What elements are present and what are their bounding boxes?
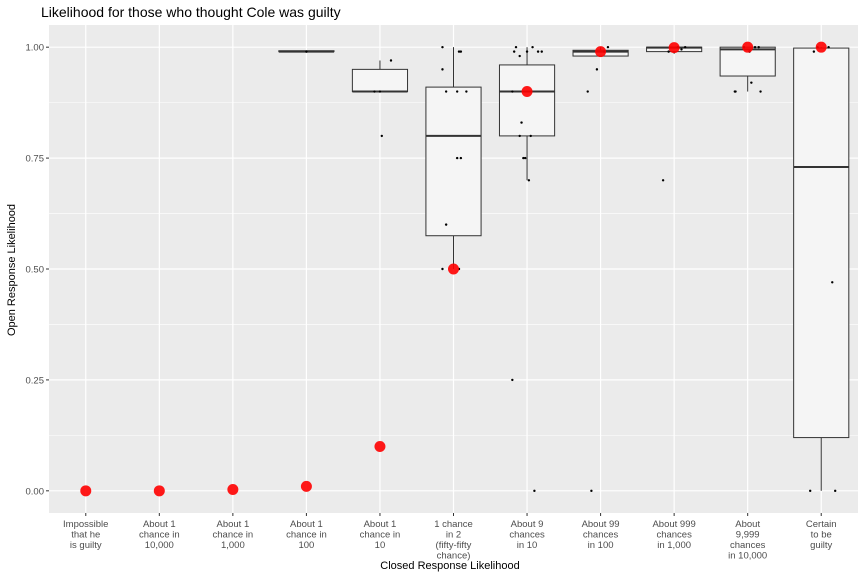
data-point (540, 50, 543, 53)
data-point (525, 50, 529, 53)
data-point (529, 134, 532, 138)
y-axis: 0.00 0.25 0.50 0.75 1.00 (26, 43, 49, 497)
x-tick-label: About 1 chance in 100 (286, 519, 327, 551)
x-tick-label: Certain to be guilty (806, 519, 837, 551)
boxplot (793, 47, 850, 491)
data-point (524, 156, 527, 160)
data-point (378, 90, 382, 93)
data-point (586, 90, 589, 93)
data-point (444, 90, 448, 93)
mean-marker (80, 485, 92, 497)
box (793, 47, 850, 439)
data-point (459, 50, 463, 53)
chart-title: Likelihood for those who thought Cole wa… (41, 4, 341, 20)
mean-marker (448, 263, 459, 275)
data-point (661, 179, 665, 182)
data-point (373, 90, 376, 93)
data-point (511, 378, 514, 382)
data-point (531, 45, 534, 49)
data-point (441, 267, 444, 271)
mean-marker (153, 485, 165, 497)
x-tick-label: About 1 chance in 1,000 (213, 519, 254, 551)
data-point (590, 489, 593, 493)
data-point (441, 45, 444, 49)
mean-marker (815, 41, 827, 53)
data-point (527, 179, 531, 182)
x-tick-label: About 9,999 chances in 10,000 (728, 519, 767, 562)
x-axis: Impossible that he is guilty About 1 chance … (63, 513, 837, 562)
data-point (455, 90, 459, 93)
data-point (522, 156, 525, 160)
data-point (512, 50, 516, 53)
data-point (533, 489, 536, 493)
box (425, 86, 482, 237)
box (351, 68, 409, 93)
data-point (759, 90, 762, 93)
data-point (444, 223, 448, 226)
x-tick-label: About 99 chances in 100 (582, 519, 620, 551)
data-point (389, 59, 393, 62)
data-point (680, 48, 683, 51)
box (498, 64, 556, 137)
x-tick-label: About 1 chance in 10 (360, 519, 401, 551)
data-point (511, 90, 514, 93)
means (80, 41, 827, 497)
x-tick-label: About 1 chance in 10,000 (139, 519, 180, 551)
data-point (457, 50, 461, 53)
data-point (808, 489, 812, 493)
mean-marker (521, 86, 533, 98)
y-axis-title: Open Response Likelihood (6, 204, 18, 336)
mean-marker (595, 46, 607, 58)
data-point (831, 281, 834, 284)
data-point (518, 134, 521, 138)
boxes (278, 46, 850, 491)
data-point (750, 81, 753, 84)
points (305, 45, 837, 493)
data-point (595, 68, 599, 71)
mean-marker (374, 440, 386, 452)
mean-marker (300, 480, 312, 492)
x-tick-label: About 9 chances in 10 (509, 519, 545, 551)
boxplot (425, 47, 482, 269)
y-tick-label: 0.75 (26, 154, 45, 165)
data-point (683, 45, 687, 49)
data-point (827, 45, 830, 49)
x-tick-label: Impossible that he is guilty (63, 519, 108, 551)
data-point (536, 50, 540, 53)
y-tick-label: 0.00 (26, 486, 45, 497)
data-point (734, 90, 737, 93)
data-point (606, 45, 610, 49)
data-point (757, 45, 760, 49)
mean-marker (668, 42, 680, 54)
y-tick-label: 0.25 (26, 375, 45, 386)
x-tick-label: 1 chance in 2 (fifty-fifty chance) (434, 519, 473, 562)
data-point (520, 121, 523, 124)
x-axis-title: Closed Response Likelihood (380, 560, 519, 572)
data-point (667, 50, 670, 53)
mean-marker (227, 483, 239, 495)
data-point (441, 68, 444, 71)
data-point (834, 489, 837, 493)
y-tick-label: 1.00 (26, 43, 45, 54)
data-point (380, 134, 383, 138)
data-point (465, 90, 468, 93)
data-point (812, 50, 816, 53)
y-tick-label: 0.50 (26, 265, 45, 276)
mean-marker (742, 41, 754, 53)
x-tick-label: About 999 chances in 1,000 (652, 519, 695, 551)
data-point (305, 50, 308, 53)
data-point (518, 54, 521, 58)
data-point (459, 156, 463, 160)
data-point (514, 45, 518, 49)
data-point (753, 45, 757, 49)
data-point (455, 156, 459, 160)
